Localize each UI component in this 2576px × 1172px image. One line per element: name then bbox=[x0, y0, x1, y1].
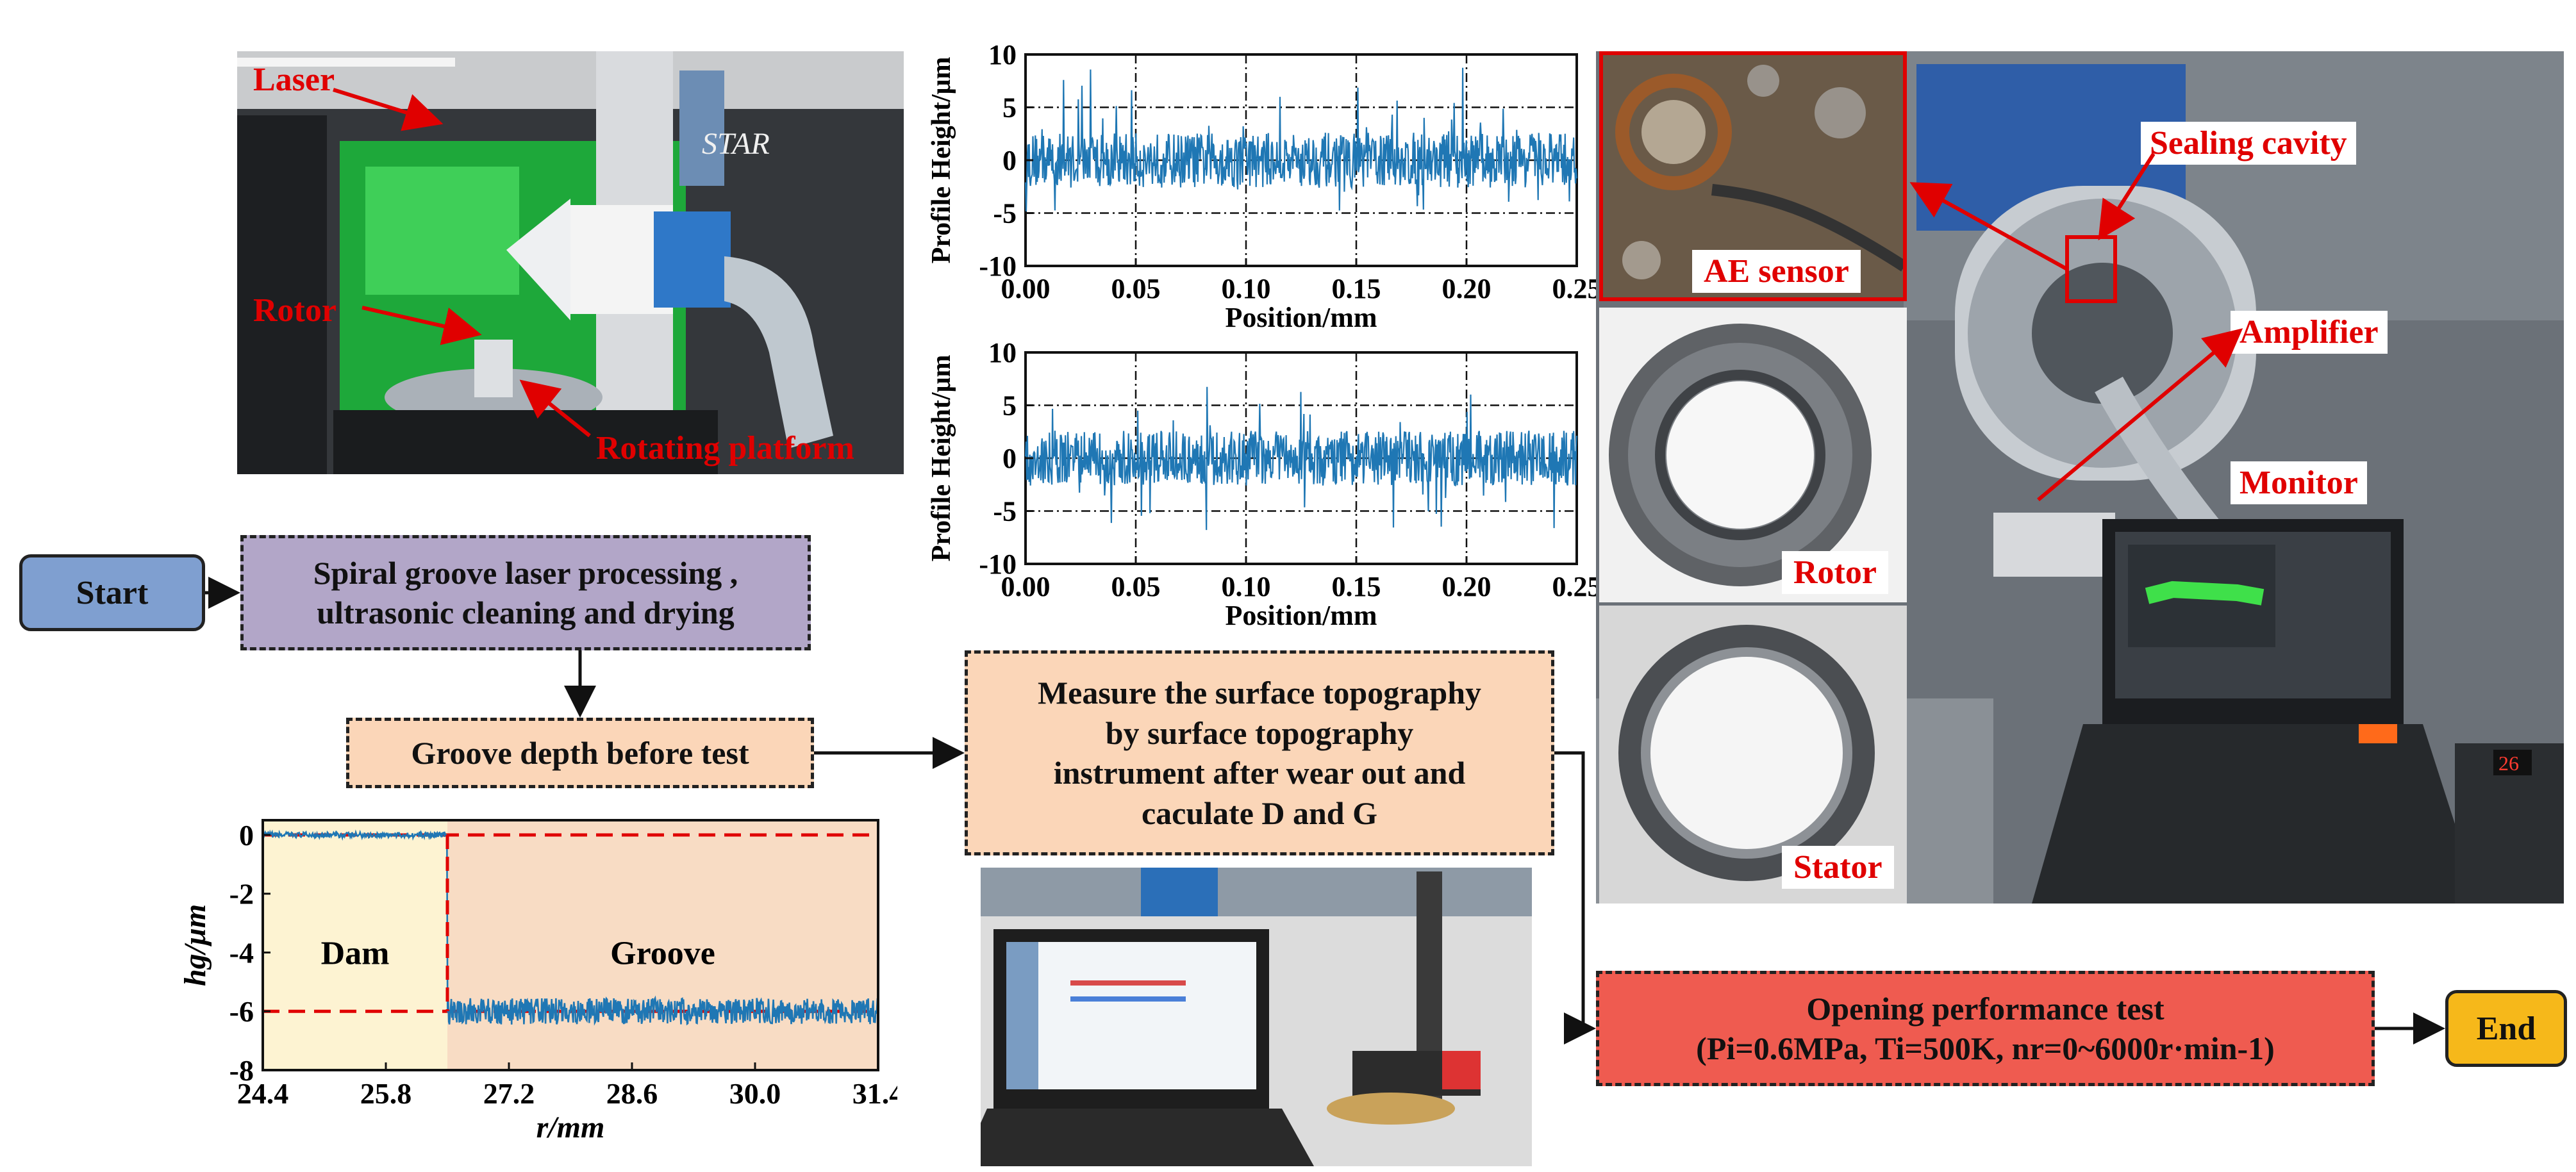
y-tick-label: -5 bbox=[993, 198, 1017, 229]
amplifier-label: Amplifier bbox=[2231, 311, 2388, 354]
end-node: End bbox=[2445, 990, 2567, 1067]
start-label: Start bbox=[76, 574, 149, 611]
y-tick-label: -6 bbox=[229, 995, 254, 1028]
y-tick-label: -8 bbox=[229, 1054, 254, 1087]
rotor-label: Rotor bbox=[1782, 551, 1888, 594]
groove-label: Groove bbox=[610, 935, 715, 971]
monitor-label: Monitor bbox=[2231, 461, 2367, 504]
step4-box: Opening performance test (Pi=0.6MPa, Ti=… bbox=[1596, 971, 2375, 1086]
step2-box: Groove depth before test bbox=[346, 718, 814, 788]
y-axis-title: Profile Height/μm bbox=[927, 57, 956, 264]
x-axis-title: Position/mm bbox=[1225, 302, 1377, 333]
step2-label: Groove depth before test bbox=[411, 734, 749, 771]
end-label: End bbox=[2476, 1010, 2536, 1047]
x-tick-label: 0.15 bbox=[1332, 273, 1381, 304]
step3-line1: Measure the surface topography bbox=[1037, 675, 1482, 711]
step3-line4: caculate D and G bbox=[1141, 795, 1378, 831]
rig-display-text: 26 bbox=[2498, 752, 2519, 775]
x-tick-label: 0.20 bbox=[1442, 273, 1492, 304]
step3-line3: instrument after wear out and bbox=[1053, 755, 1466, 791]
region-groove bbox=[447, 820, 878, 1070]
y-tick-label: -10 bbox=[979, 549, 1017, 580]
x-tick-label: 0.25 bbox=[1552, 273, 1602, 304]
x-axis-title: Position/mm bbox=[1225, 600, 1377, 631]
rotor-top-label: Rotor bbox=[253, 292, 337, 329]
y-tick-label: 10 bbox=[988, 337, 1017, 368]
step4-params: (Pi=0.6MPa, Ti=500K, nr=0~6000r·min-1) bbox=[1696, 1030, 2275, 1066]
step1-line2: ultrasonic cleaning and drying bbox=[317, 595, 735, 631]
topography-instrument-photo bbox=[981, 859, 1532, 1166]
x-tick-label: 0.25 bbox=[1552, 571, 1602, 602]
y-axis-title: Profile Height/μm bbox=[927, 355, 956, 562]
laser-label: Laser bbox=[253, 62, 335, 98]
y-tick-label: 0 bbox=[239, 819, 254, 852]
y-tick-label: 5 bbox=[1002, 92, 1017, 124]
sealing-cavity-label: Sealing cavity bbox=[2141, 122, 2356, 165]
profile-chart-top: 0.00 0.05 0.10 0.15 0.20 0.25 10 5 0 -5 -10 Positio… bbox=[927, 39, 1602, 333]
profile-signal-line bbox=[1024, 386, 1578, 531]
groove-depth-chart: Dam Groove 24.4 25.8 27.2 28.6 30.0 31.4 0 -2 -4 -6… bbox=[178, 819, 897, 1144]
step4-title: Opening performance test bbox=[1806, 990, 2165, 1027]
x-tick-label: 0.10 bbox=[1222, 273, 1271, 304]
plot-frame bbox=[262, 819, 879, 1071]
y-tick-label: 10 bbox=[988, 39, 1017, 70]
y-tick-label: 0 bbox=[1002, 443, 1017, 474]
y-tick-label: -5 bbox=[993, 496, 1017, 527]
rotor-photo bbox=[1599, 308, 1907, 602]
x-tick-label: 27.2 bbox=[483, 1077, 535, 1110]
rotating-platform-label: Rotating platform bbox=[596, 430, 854, 466]
groove-signal-line bbox=[262, 829, 879, 1026]
ae-sensor-label: AE sensor bbox=[1692, 250, 1861, 293]
x-axis-title: r/mm bbox=[536, 1110, 605, 1144]
step3-box: Measure the surface topography by surfac… bbox=[965, 650, 1554, 855]
laser-brand-text: STAR bbox=[702, 127, 770, 161]
dam-label: Dam bbox=[321, 935, 390, 971]
step1-line1: Spiral groove laser processing , bbox=[313, 554, 738, 591]
x-tick-label: 0.05 bbox=[1111, 571, 1161, 602]
stator-illustration bbox=[1599, 606, 1907, 904]
x-tick-label: 25.8 bbox=[360, 1077, 412, 1110]
x-tick-label: 0.05 bbox=[1111, 273, 1161, 304]
y-tick-label: 5 bbox=[1002, 390, 1017, 422]
x-tick-label: 0.10 bbox=[1222, 571, 1271, 602]
y-tick-label: -4 bbox=[229, 936, 254, 969]
laser-setup-photo: STAR bbox=[237, 51, 904, 474]
x-tick-label: 0.00 bbox=[1001, 273, 1051, 304]
rotor-illustration bbox=[1599, 308, 1907, 602]
step1-box: Spiral groove laser processing , ultraso… bbox=[240, 535, 811, 650]
stator-label: Stator bbox=[1782, 846, 1894, 889]
x-tick-label: 0.15 bbox=[1332, 571, 1381, 602]
y-axis-title: hg/μm bbox=[178, 904, 212, 986]
stator-photo bbox=[1599, 606, 1907, 904]
region-dam bbox=[263, 820, 447, 1070]
x-tick-label: 24.4 bbox=[237, 1077, 289, 1110]
topography-instrument-illustration bbox=[981, 859, 1532, 1166]
step3-line2: by surface topography bbox=[1105, 714, 1414, 751]
laser-setup-illustration: STAR bbox=[237, 51, 904, 474]
y-tick-label: 0 bbox=[1002, 145, 1017, 176]
y-tick-label: -10 bbox=[979, 251, 1017, 282]
profile-chart-bottom: 0.00 0.05 0.10 0.15 0.20 0.25 10 5 0 -5 -10 Positio… bbox=[927, 337, 1602, 631]
start-node: Start bbox=[19, 554, 205, 631]
x-tick-label: 0.20 bbox=[1442, 571, 1492, 602]
y-tick-label: -2 bbox=[229, 878, 254, 911]
x-tick-label: 30.0 bbox=[729, 1077, 781, 1110]
profile-signal-line bbox=[1024, 67, 1578, 211]
x-tick-label: 31.4 bbox=[852, 1077, 897, 1110]
x-tick-label: 0.00 bbox=[1001, 571, 1051, 602]
x-tick-label: 28.6 bbox=[606, 1077, 658, 1110]
